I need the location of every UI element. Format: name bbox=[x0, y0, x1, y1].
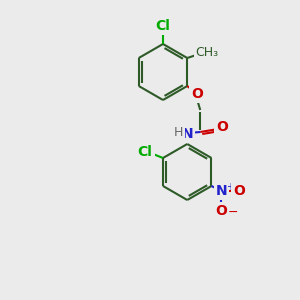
Text: Cl: Cl bbox=[138, 145, 152, 159]
Text: N: N bbox=[182, 127, 193, 141]
Text: N: N bbox=[216, 184, 227, 198]
Text: Cl: Cl bbox=[156, 19, 170, 33]
Text: O: O bbox=[216, 204, 227, 218]
Text: +: + bbox=[226, 182, 235, 192]
Text: H: H bbox=[174, 127, 183, 140]
Text: O: O bbox=[191, 87, 203, 101]
Text: CH₃: CH₃ bbox=[196, 46, 219, 59]
Text: O: O bbox=[234, 184, 245, 198]
Text: −: − bbox=[227, 206, 238, 218]
Text: O: O bbox=[216, 120, 228, 134]
